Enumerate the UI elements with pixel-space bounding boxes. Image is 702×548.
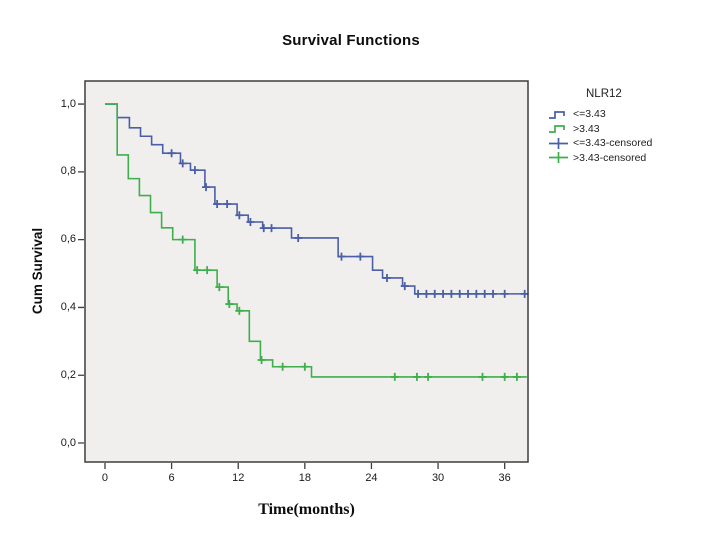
plot-border [84,80,529,463]
x-tick-label: 6 [168,472,175,484]
censor-marks->3.43 [178,235,521,381]
step-line-icon [549,125,565,134]
step-line-icon [549,110,565,119]
censor-plus-icon [549,137,568,149]
legend-item-label: >3.43 [573,122,600,135]
legend-item-label: <=3.43 [573,108,606,121]
x-axis-label: Time(months) [258,501,355,518]
censor-plus-icon [549,152,568,164]
x-tick-label: 24 [365,472,378,484]
x-axis-ticks [104,463,506,469]
y-tick-label: 0,0 [60,436,76,449]
legend-item: >3.43 [548,122,698,137]
y-tick-label: 0,2 [60,368,76,381]
y-axis-label: Cum Survival [30,227,45,315]
x-tick-label: 12 [232,472,245,484]
x-tick-label: 0 [101,472,109,484]
censor-marks-<=3.43 [167,149,529,298]
y-tick-label: 0,6 [60,233,76,246]
legend-title: NLR12 [586,88,622,100]
x-tick-label: 18 [298,472,311,484]
legend-item-label: >3.43-censored [573,151,647,164]
y-tick-label: 0,4 [60,300,76,313]
x-tick-label: 36 [498,472,511,484]
y-tick-label: 1,0 [60,97,76,110]
legend-item: <=3.43-censored [548,136,698,151]
legend-item: <=3.43 [548,107,698,122]
x-tick-label: 30 [431,472,445,484]
legend-item: >3.43-censored [548,151,698,166]
legend-item-label: <=3.43-censored [573,137,653,150]
chart-title: Survival Functions [282,32,420,49]
legend: NLR12 <=3.43 >3.43 <=3.43-censored >3.43-ce… [548,88,698,165]
y-axis-ticks [78,103,84,444]
legend-items: <=3.43 >3.43 <=3.43-censored >3.43-censored [548,107,698,165]
y-tick-label: 0,8 [60,165,76,178]
